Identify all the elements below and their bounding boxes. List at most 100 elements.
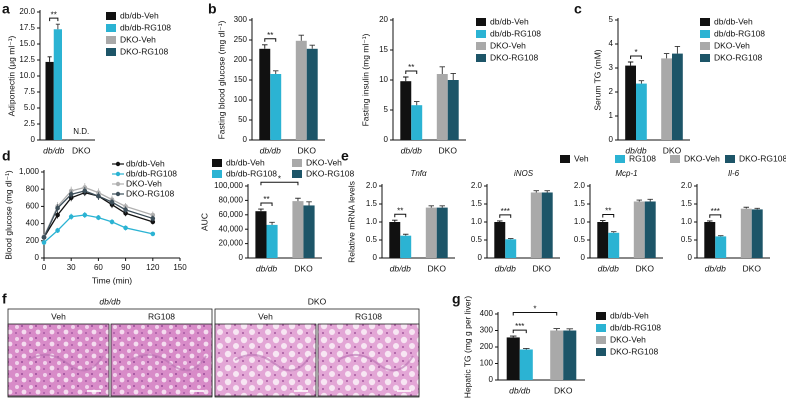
group-label: DKO (308, 296, 327, 306)
error-bar (439, 66, 446, 74)
bar (45, 61, 54, 140)
y-tick-label: 4 (609, 39, 614, 48)
significance-bracket (499, 214, 512, 218)
legend-swatch (615, 155, 625, 163)
legend-swatch (476, 54, 486, 62)
y-axis-title: AUC (199, 213, 209, 231)
x-tick-label: DKO (743, 263, 762, 273)
error-bar (663, 53, 670, 59)
y-tick-label: 1.5 (366, 199, 378, 208)
legend-marker (115, 171, 121, 177)
significance-label: *** (501, 207, 510, 216)
legend-swatch (700, 54, 710, 62)
legend-marker (115, 161, 121, 167)
y-tick-label: 5.0 (24, 103, 36, 112)
y-tick-label: 20 (379, 15, 388, 24)
error-bar (262, 44, 268, 49)
legend-label: DKO-Veh (714, 40, 750, 50)
y-tick-label: 200 (480, 342, 494, 351)
x-tick-label: 150 (173, 263, 187, 272)
bar (597, 222, 609, 258)
y-tick-label: 300 (480, 326, 494, 335)
error-bar (258, 208, 264, 212)
significance-bracket (264, 38, 277, 42)
significance-label: *** (711, 207, 720, 216)
significance-label: * (634, 48, 637, 57)
x-tick-label: DKO (72, 145, 91, 155)
bar (519, 349, 533, 380)
y-axis-title: Adiponectin (μg ml⁻¹) (6, 35, 16, 116)
y-tick-label: 0 (688, 253, 693, 262)
legend-swatch (476, 18, 486, 26)
legend-swatch (106, 48, 116, 56)
y-tick-label: 2.0 (574, 181, 586, 190)
point (123, 225, 128, 231)
bar (608, 232, 620, 258)
error-bar (497, 220, 503, 222)
annotation: N.D. (73, 127, 89, 136)
point (55, 205, 60, 211)
legend-label: db/db-Veh (126, 158, 165, 168)
y-tick-label: 100,000 (214, 181, 243, 190)
legend-marker (115, 181, 121, 187)
y-tick-label: 2.0 (681, 181, 693, 190)
point (150, 219, 156, 225)
y-tick-label: 0 (489, 375, 494, 384)
x-tick-label: 60 (94, 263, 103, 272)
histology-image (7, 323, 110, 397)
y-tick-label: 2 (609, 87, 614, 96)
y-tick-label: 2.5 (24, 119, 36, 128)
legend-swatch (596, 336, 606, 344)
bar (661, 58, 672, 140)
error-bar (627, 61, 634, 66)
legend-label: db/db-RG108 (126, 168, 177, 178)
bar (550, 330, 564, 380)
image-label: RG108 (148, 311, 175, 321)
histology-image (317, 323, 420, 397)
x-tick-label: DKO (636, 263, 655, 273)
legend-swatch (106, 12, 116, 20)
panel-label: b (208, 1, 217, 17)
y-tick-label: 1.0 (471, 217, 483, 226)
x-axis-title: Time (min) (92, 275, 132, 285)
significance-bracket (630, 55, 642, 59)
error-bar (600, 220, 606, 222)
error-bar (638, 80, 645, 84)
histology-image (214, 323, 317, 397)
y-tick-label: 1.0 (574, 217, 586, 226)
error-bar (403, 76, 409, 82)
legend-label: DKO-RG108 (610, 346, 658, 356)
legend-label: db/db-RG108 (226, 168, 277, 178)
y-tick-label: 1.5 (574, 199, 586, 208)
legend-label: db/db-RG108 (714, 28, 765, 38)
y-tick-label: 400 (480, 309, 494, 318)
error-bar (413, 101, 420, 106)
error-bar (636, 199, 643, 202)
y-axis-title: Blood glucose (mg dl⁻¹) (3, 170, 13, 260)
x-tick-label: db/db (390, 263, 412, 273)
point (68, 192, 74, 197)
error-bar (47, 56, 52, 62)
bar (541, 192, 553, 258)
y-tick-label: 0 (239, 253, 244, 262)
point (41, 240, 47, 245)
bar (259, 48, 271, 140)
significance-label: * (278, 174, 281, 183)
bar (411, 105, 423, 140)
error-bar (743, 206, 750, 209)
group-label: db/db (99, 296, 121, 306)
bar (715, 236, 727, 258)
line (43, 214, 153, 244)
image-label: Veh (51, 311, 66, 321)
error-bar (450, 72, 456, 80)
y-tick-label: 150 (234, 75, 248, 84)
bar (636, 83, 647, 140)
y-tick-label: 0 (373, 253, 378, 262)
legend-swatch (106, 24, 116, 32)
y-tick-label: 1.5 (681, 199, 693, 208)
legend-swatch (292, 170, 302, 178)
x-tick-label: DKO (428, 263, 447, 273)
y-tick-label: 1.0 (366, 217, 378, 226)
significance-label: ** (51, 10, 57, 19)
legend-swatch (596, 312, 606, 320)
